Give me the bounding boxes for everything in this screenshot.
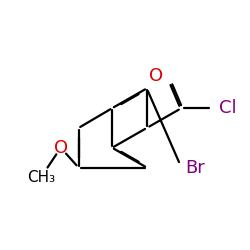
- Text: O: O: [54, 139, 68, 157]
- Text: Cl: Cl: [219, 99, 236, 117]
- Text: Br: Br: [185, 158, 205, 176]
- Text: CH₃: CH₃: [27, 170, 55, 185]
- Text: O: O: [150, 66, 164, 84]
